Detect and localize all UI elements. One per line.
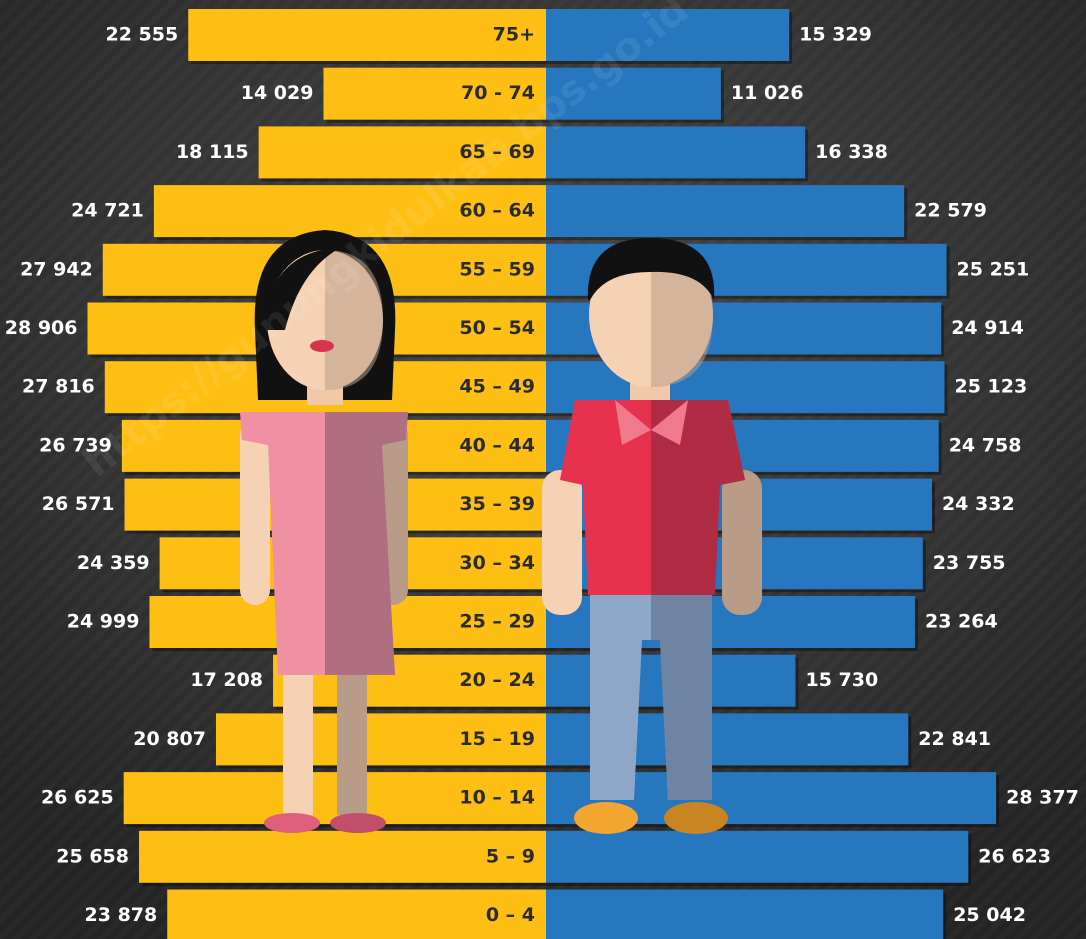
- woman-shoe: [330, 813, 386, 833]
- value-label: 15 730: [806, 669, 879, 691]
- bar: [215, 713, 546, 766]
- bar: [323, 67, 546, 120]
- category-label: 75+: [493, 24, 535, 46]
- man-trousers-shade: [651, 595, 712, 800]
- man-figure: [542, 238, 762, 834]
- bar: [546, 67, 721, 120]
- value-label: 27 942: [20, 258, 93, 280]
- category-label: 70 - 74: [461, 82, 535, 104]
- bar: [546, 9, 790, 61]
- man-shirt-shade: [651, 400, 745, 595]
- category-label: 40 – 44: [459, 434, 535, 456]
- category-label: 30 – 34: [459, 552, 535, 574]
- woman-leg: [283, 675, 313, 815]
- figures: [240, 230, 762, 834]
- value-label: 23 264: [925, 611, 998, 633]
- woman-dress-shade: [325, 412, 408, 675]
- category-label: 35 – 39: [459, 493, 535, 515]
- woman-shoe: [264, 813, 320, 833]
- category-label: 65 – 69: [459, 141, 535, 163]
- value-label: 25 658: [56, 845, 129, 867]
- woman-fringe: [262, 248, 340, 330]
- bar: [546, 889, 944, 939]
- bar: [139, 830, 546, 883]
- man-shoe: [664, 802, 728, 834]
- woman-figure: [240, 230, 408, 833]
- category-label: 55 – 59: [459, 258, 535, 280]
- bar: [188, 9, 547, 61]
- category-label: 50 – 54: [459, 317, 535, 339]
- category-label: 20 – 24: [459, 669, 535, 691]
- value-label: 24 721: [71, 200, 144, 222]
- value-label: 16 338: [815, 141, 888, 163]
- value-label: 25 123: [955, 376, 1028, 398]
- bar: [546, 830, 969, 883]
- value-label: 26 623: [978, 845, 1051, 867]
- woman-arm: [240, 420, 270, 605]
- value-label: 27 816: [22, 376, 95, 398]
- bar: [546, 126, 806, 179]
- category-label: 25 – 29: [459, 611, 535, 633]
- category-label: 15 – 19: [459, 728, 535, 750]
- value-label: 20 807: [133, 728, 206, 750]
- category-label: 45 – 49: [459, 376, 535, 398]
- value-label: 24 332: [942, 493, 1015, 515]
- bar: [167, 889, 546, 939]
- labels: 22 555 14 029 18 115 24 721 27 942 28 906 27 8…: [5, 24, 1079, 927]
- value-label: 11 026: [731, 82, 804, 104]
- value-label: 28 906: [5, 317, 78, 339]
- category-label: 60 – 64: [459, 200, 535, 222]
- man-collar: [615, 400, 688, 445]
- man-hair: [587, 238, 715, 300]
- category-label: 10 – 14: [459, 787, 535, 809]
- value-label: 26 571: [42, 493, 115, 515]
- value-label: 17 208: [190, 669, 263, 691]
- woman-leg: [337, 675, 367, 815]
- value-label: 22 579: [914, 200, 987, 222]
- category-label: 0 – 4: [486, 904, 535, 926]
- value-label: 25 251: [957, 258, 1030, 280]
- value-label: 23 878: [85, 904, 158, 926]
- value-label: 14 029: [241, 82, 314, 104]
- category-label: 5 – 9: [486, 845, 535, 867]
- value-label: 26 739: [39, 434, 112, 456]
- value-label: 25 042: [953, 904, 1026, 926]
- bar: [258, 126, 546, 179]
- value-label: 22 841: [918, 728, 991, 750]
- man-arm: [722, 470, 762, 615]
- value-label: 24 999: [67, 611, 140, 633]
- value-label: 28 377: [1006, 787, 1079, 809]
- value-label: 18 115: [176, 141, 249, 163]
- bar: [153, 185, 547, 238]
- value-label: 24 914: [951, 317, 1024, 339]
- bar: [123, 772, 546, 825]
- man-arm: [542, 470, 582, 615]
- value-label: 23 755: [933, 552, 1006, 574]
- value-label: 22 555: [106, 24, 179, 46]
- woman-face-shade: [325, 250, 383, 390]
- value-label: 15 329: [799, 24, 872, 46]
- woman-lips: [310, 340, 334, 352]
- bar: [546, 185, 905, 238]
- value-label: 24 359: [77, 552, 150, 574]
- value-label: 24 758: [949, 434, 1022, 456]
- value-label: 26 625: [41, 787, 114, 809]
- man-shoe: [574, 802, 638, 834]
